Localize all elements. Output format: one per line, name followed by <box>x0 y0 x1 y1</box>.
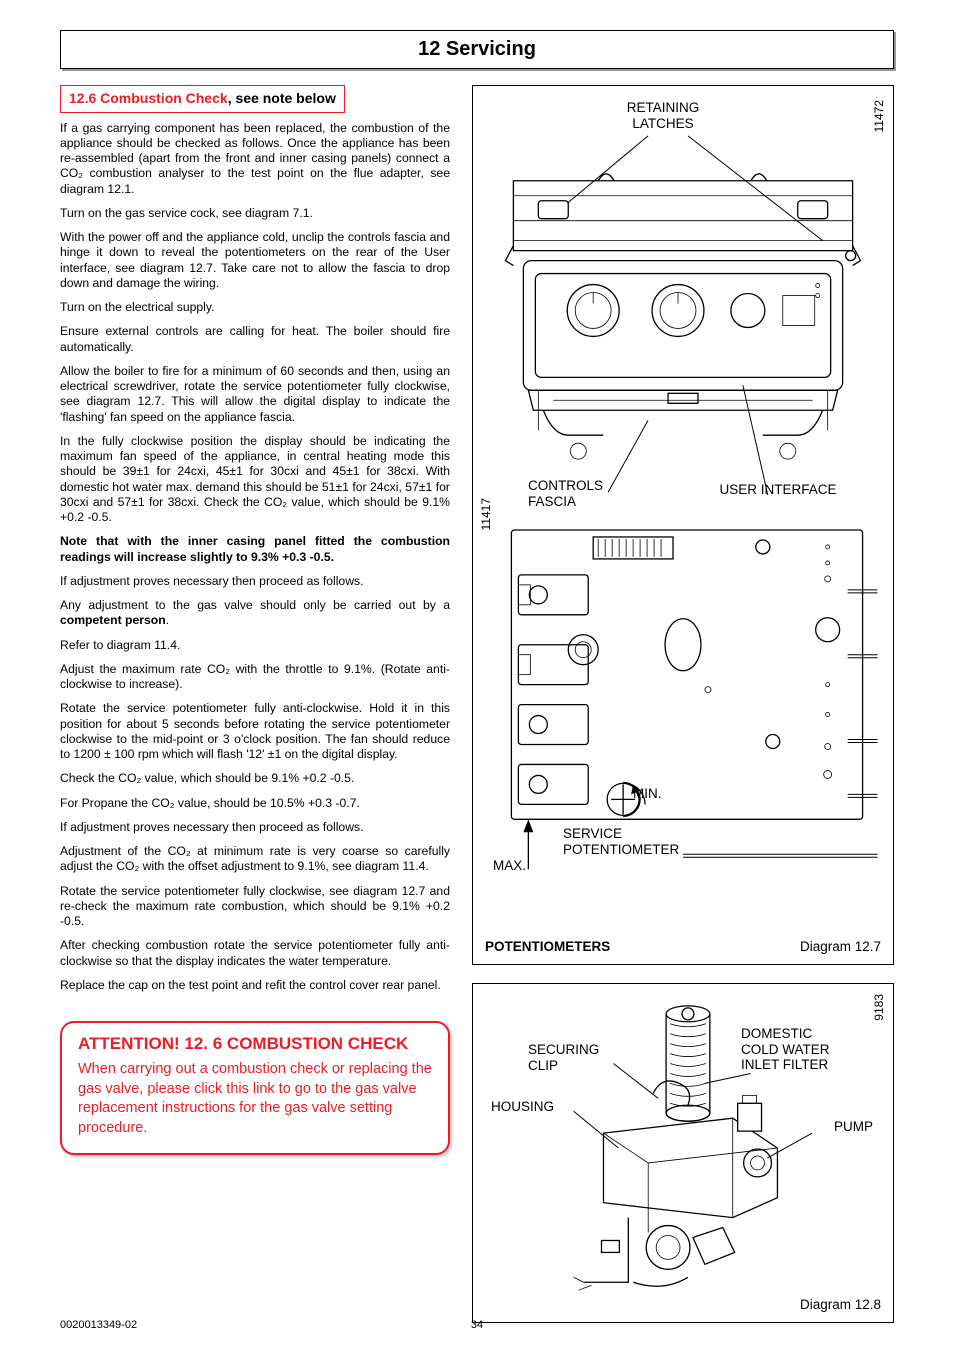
diagram-12-8-footer: Diagram 12.8 <box>485 1297 881 1314</box>
para-10: Any adjustment to the gas valve should o… <box>60 598 450 629</box>
label-retaining-latches: RETAINING LATCHES <box>593 100 733 131</box>
label-max: MAX. <box>493 858 526 874</box>
para-16: If adjustment proves necessary then proc… <box>60 820 450 835</box>
para-9: If adjustment proves necessary then proc… <box>60 574 450 589</box>
ref-11417: 11417 <box>479 498 494 530</box>
para-15: For Propane the CO₂ value, should be 10.… <box>60 796 450 811</box>
p10b: competent person <box>60 613 166 627</box>
diagram-12-8: 9183 SECURING CLIP HOUSING DOMESTIC COLD… <box>472 983 894 1323</box>
diagram-12-7: 11472 11417 RETAINING LATCHES CONTROLS F… <box>472 85 894 965</box>
label-housing: HOUSING <box>491 1099 554 1115</box>
diag-12-8-number: Diagram 12.8 <box>800 1297 881 1314</box>
para-4: Turn on the electrical supply. <box>60 300 450 315</box>
doc-number: 0020013349-02 <box>60 1319 338 1333</box>
section-title-red: 12.6 Combustion Check <box>69 90 228 106</box>
label-min: MIN. <box>633 786 662 802</box>
para-11: Refer to diagram 11.4. <box>60 638 450 653</box>
diag-12-7-number: Diagram 12.7 <box>800 939 881 956</box>
page-number: 34 <box>338 1319 616 1333</box>
p10a: Any adjustment to the gas valve should o… <box>60 598 450 612</box>
label-controls-fascia: CONTROLS FASCIA <box>528 478 648 509</box>
para-13: Rotate the service potentiometer fully a… <box>60 701 450 762</box>
label-service-pot: SERVICE POTENTIOMETER <box>563 826 713 857</box>
p10c: . <box>166 613 169 627</box>
label-securing-clip: SECURING CLIP <box>528 1042 638 1073</box>
ref-9183: 9183 <box>872 994 887 1021</box>
left-column: 12.6 Combustion Check, see note below If… <box>60 85 450 1323</box>
attention-title: ATTENTION! 12. 6 COMBUSTION CHECK <box>78 1033 432 1054</box>
para-17: Adjustment of the CO₂ at minimum rate is… <box>60 844 450 875</box>
para-12: Adjust the maximum rate CO₂ with the thr… <box>60 662 450 693</box>
para-19: After checking combustion rotate the ser… <box>60 938 450 969</box>
attention-box[interactable]: ATTENTION! 12. 6 COMBUSTION CHECK When c… <box>60 1021 450 1155</box>
label-user-interface: USER INTERFACE <box>693 482 863 498</box>
diagram-12-7-footer: POTENTIOMETERS Diagram 12.7 <box>485 939 881 956</box>
para-1: If a gas carrying component has been rep… <box>60 121 450 197</box>
para-5: Ensure external controls are calling for… <box>60 324 450 355</box>
para-6: Allow the boiler to fire for a minimum o… <box>60 364 450 425</box>
para-2: Turn on the gas service cock, see diagra… <box>60 206 450 221</box>
para-18: Rotate the service potentiometer fully c… <box>60 884 450 930</box>
page-footer: 0020013349-02 34 <box>60 1319 894 1333</box>
para-20: Replace the cap on the test point and re… <box>60 978 450 993</box>
section-title-black: , see note below <box>228 90 336 106</box>
right-column: 11472 11417 RETAINING LATCHES CONTROLS F… <box>472 85 894 1323</box>
ref-11472: 11472 <box>872 100 887 132</box>
label-pump: PUMP <box>834 1119 873 1135</box>
attention-body: When carrying out a combustion check or … <box>78 1060 432 1138</box>
page-header: 12 Servicing <box>60 30 894 69</box>
label-cold-water: DOMESTIC COLD WATER INLET FILTER <box>741 1026 871 1073</box>
para-14: Check the CO₂ value, which should be 9.1… <box>60 771 450 786</box>
section-title: 12.6 Combustion Check, see note below <box>60 85 345 113</box>
para-7: In the fully clockwise position the disp… <box>60 434 450 526</box>
para-8-bold: Note that with the inner casing panel fi… <box>60 534 450 565</box>
para-3: With the power off and the appliance col… <box>60 230 450 291</box>
diag-12-7-name: POTENTIOMETERS <box>485 939 610 956</box>
